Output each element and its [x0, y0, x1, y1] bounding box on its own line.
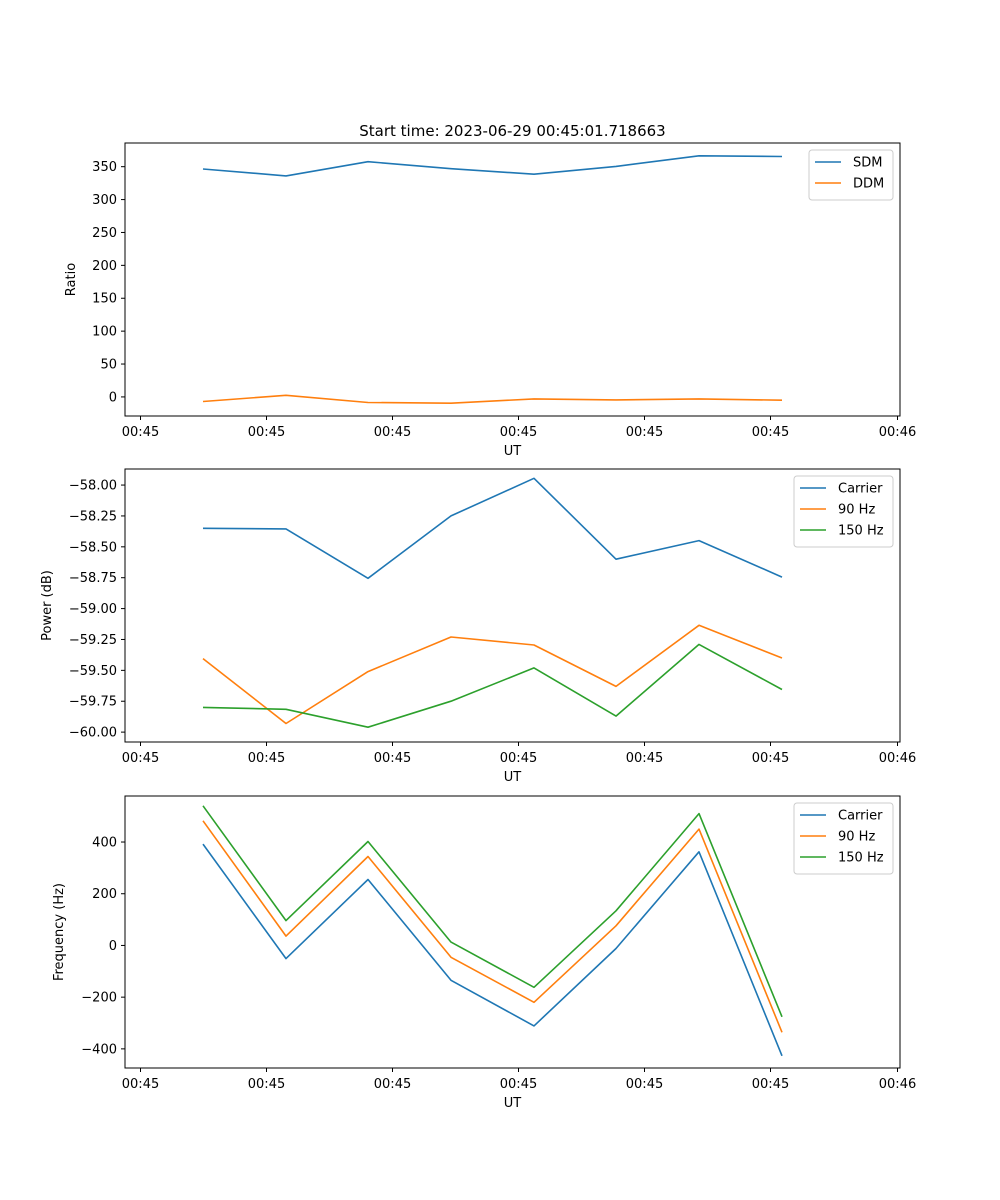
x-tick-label: 00:46 — [879, 425, 916, 440]
x-tick-label: 00:45 — [248, 425, 285, 440]
y-tick-label: −59.50 — [69, 664, 117, 679]
y-tick-label: 200 — [92, 887, 117, 902]
legend-label: 90 Hz — [838, 503, 875, 518]
series-line-150-hz — [202, 805, 783, 1018]
x-tick-label: 00:45 — [500, 1077, 537, 1092]
y-axis-label: Power (dB) — [40, 570, 55, 641]
series-line-carrier — [202, 843, 783, 1057]
x-tick-label: 00:46 — [879, 751, 916, 766]
series-line-sdm — [202, 155, 783, 177]
y-tick-label: −58.50 — [69, 540, 117, 555]
y-tick-label: −59.25 — [69, 633, 117, 648]
y-tick-label: 100 — [92, 325, 117, 340]
legend: Carrier 90 Hz 150 Hz — [793, 475, 894, 548]
legend-label: 90 Hz — [838, 830, 875, 845]
x-tick-label: 00:45 — [374, 425, 411, 440]
y-tick-label: −400 — [81, 1042, 117, 1057]
chart-panel-1: 00:45 00:45 00:45 00:45 00:45 00:45 00:46 UT 0 50… — [64, 142, 916, 459]
legend-label: 150 Hz — [838, 524, 884, 539]
x-tick-label: 00:45 — [122, 751, 159, 766]
x-tick-label: 00:45 — [752, 751, 789, 766]
series-line-90-hz — [202, 624, 783, 725]
legend-label: Carrier — [838, 809, 883, 824]
plot-frame — [124, 468, 901, 743]
y-tick-label: −59.75 — [69, 695, 117, 710]
series-line-ddm — [202, 394, 783, 405]
chart-panel-3: 00:45 00:45 00:45 00:45 00:45 00:45 00:46 UT −40… — [52, 795, 916, 1111]
chart-panel-2: 00:45 00:45 00:45 00:45 00:45 00:45 00:46 UT −60… — [40, 468, 916, 785]
x-tick-label: 00:45 — [500, 751, 537, 766]
y-tick-label: −58.00 — [69, 479, 117, 494]
y-tick-label: 200 — [92, 259, 117, 274]
x-axis-label: UT — [504, 770, 522, 785]
x-tick-label: 00:45 — [122, 1077, 159, 1092]
x-tick-label: 00:46 — [879, 1077, 916, 1092]
x-tick-label: 00:45 — [374, 1077, 411, 1092]
y-axis-label: Ratio — [64, 263, 79, 296]
y-tick-label: −60.00 — [69, 726, 117, 741]
series-line-carrier — [202, 477, 783, 580]
x-tick-label: 00:45 — [500, 425, 537, 440]
x-tick-label: 00:45 — [248, 751, 285, 766]
x-axis-label: UT — [504, 1096, 522, 1111]
series-line-90-hz — [202, 820, 783, 1033]
y-tick-label: 0 — [109, 390, 117, 405]
series-line-150-hz — [202, 643, 783, 729]
x-tick-label: 00:45 — [122, 425, 159, 440]
y-tick-label: −200 — [81, 991, 117, 1006]
plot-frame — [124, 142, 901, 417]
y-tick-label: −58.25 — [69, 509, 117, 524]
y-tick-label: 250 — [92, 226, 117, 241]
y-tick-label: 350 — [92, 160, 117, 175]
y-axis-label: Frequency (Hz) — [52, 883, 67, 981]
x-axis-label: UT — [504, 444, 522, 459]
y-tick-label: 400 — [92, 836, 117, 851]
x-tick-label: 00:45 — [752, 425, 789, 440]
legend-label: Carrier — [838, 482, 883, 497]
legend: SDM DDM — [808, 149, 894, 201]
figure-title: Start time: 2023-06-29 00:45:01.718663 — [359, 122, 665, 140]
x-tick-label: 00:45 — [626, 1077, 663, 1092]
y-tick-label: 0 — [109, 939, 117, 954]
x-tick-label: 00:45 — [626, 425, 663, 440]
legend-label: 150 Hz — [838, 851, 884, 866]
legend-label: SDM — [853, 156, 882, 171]
y-tick-label: 50 — [100, 358, 117, 373]
legend-label: DDM — [853, 177, 884, 192]
y-tick-label: 150 — [92, 292, 117, 307]
x-tick-label: 00:45 — [248, 1077, 285, 1092]
x-tick-label: 00:45 — [626, 751, 663, 766]
plot-frame — [124, 795, 901, 1069]
x-tick-label: 00:45 — [374, 751, 411, 766]
panels: 00:45 00:45 00:45 00:45 00:45 00:45 00:46 UT 0 50… — [40, 142, 916, 1111]
y-tick-label: 300 — [92, 193, 117, 208]
y-tick-label: −58.75 — [69, 571, 117, 586]
legend: Carrier 90 Hz 150 Hz — [793, 802, 894, 875]
y-tick-label: −59.00 — [69, 602, 117, 617]
x-tick-label: 00:45 — [752, 1077, 789, 1092]
